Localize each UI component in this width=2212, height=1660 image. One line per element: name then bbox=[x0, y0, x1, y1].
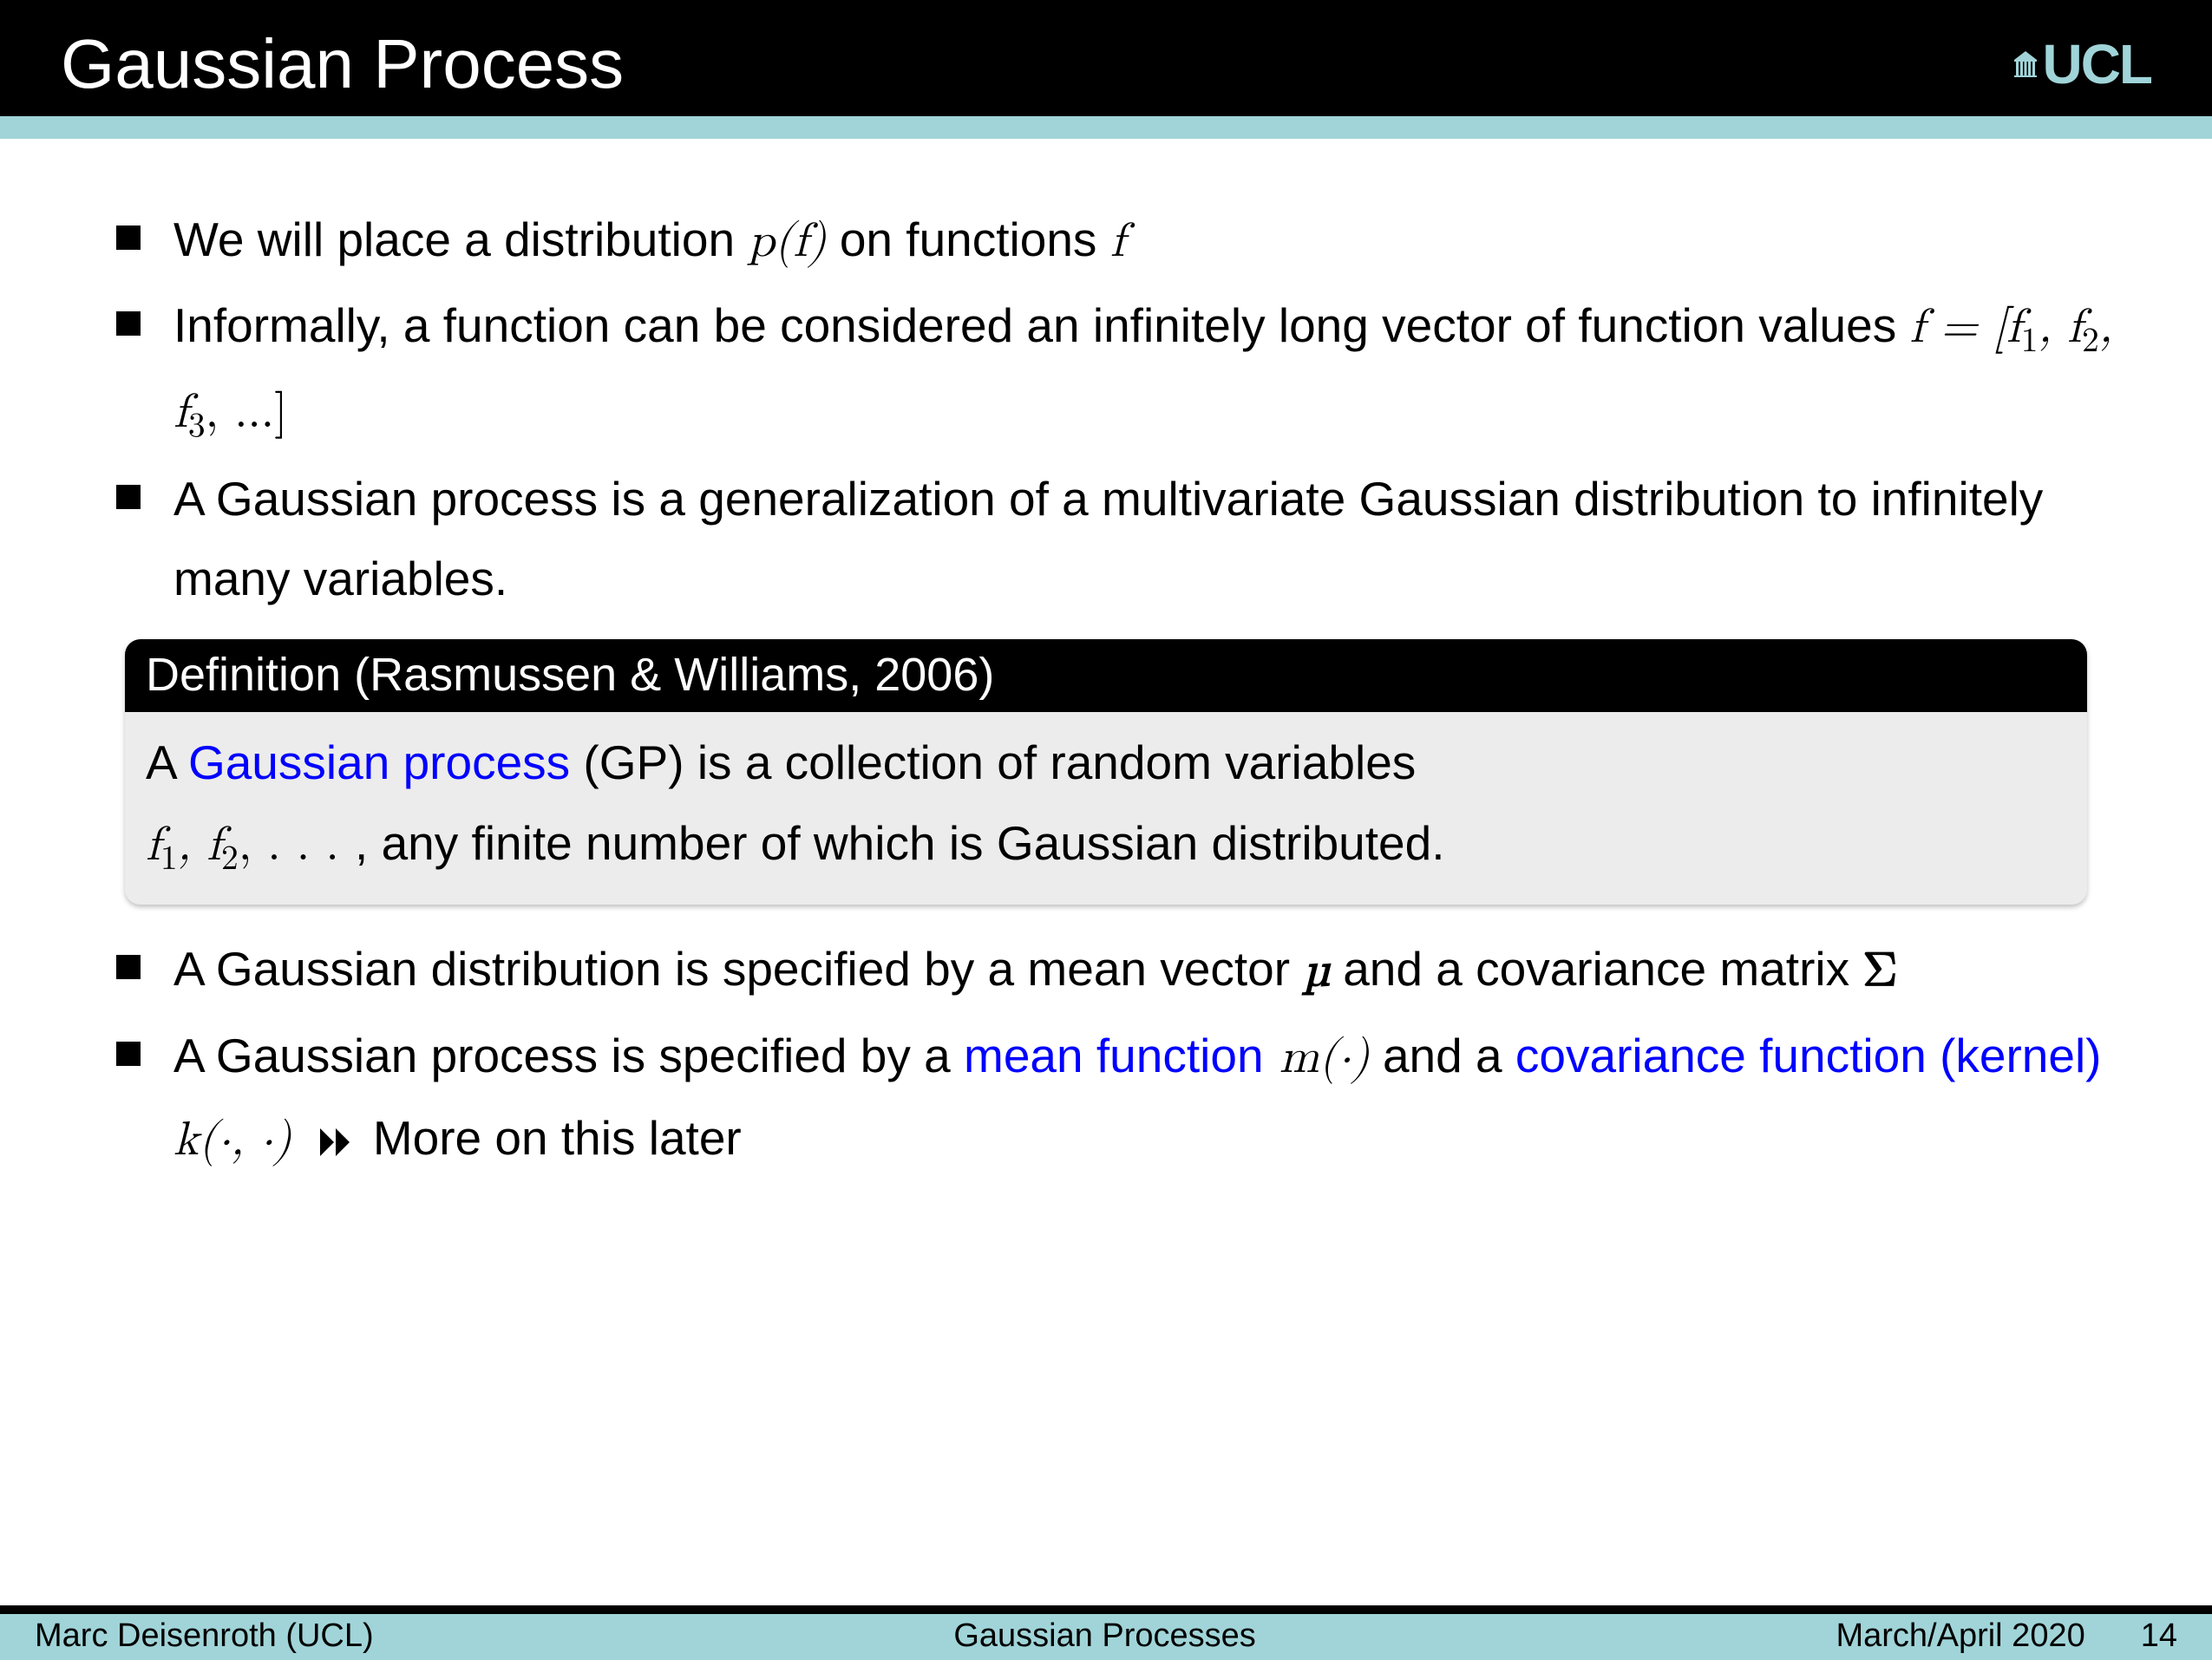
logo-text: UCL bbox=[2042, 32, 2151, 96]
math: p(f) bbox=[748, 218, 826, 265]
list-item: A Gaussian process is specified by a mea… bbox=[173, 1016, 2143, 1181]
footer-right: March/April 2020 14 bbox=[1836, 1618, 2177, 1655]
list-item: Informally, a function can be considered… bbox=[173, 285, 2143, 454]
math: m(·) bbox=[1264, 1034, 1370, 1082]
math-bold: µ bbox=[1303, 947, 1330, 995]
subscript: 1 bbox=[160, 841, 178, 876]
building-icon bbox=[2014, 51, 2037, 77]
subscript: 2 bbox=[221, 841, 239, 876]
definition-header: Definition (Rasmussen & Williams, 2006) bbox=[125, 639, 2087, 712]
text: A bbox=[146, 735, 188, 789]
footer-bar: Marc Deisenroth (UCL) Gaussian Processes… bbox=[0, 1614, 2212, 1660]
math-frag: , f bbox=[2039, 304, 2082, 351]
bullet-list-bottom: A Gaussian distribution is specified by … bbox=[69, 929, 2143, 1180]
text: A Gaussian process is a generalization o… bbox=[173, 472, 2043, 605]
math-frag: f bbox=[146, 821, 160, 869]
math: f bbox=[1110, 218, 1125, 265]
double-arrow-icon bbox=[320, 1100, 355, 1180]
ucl-logo: UCL bbox=[2014, 32, 2151, 96]
footer-author: Marc Deisenroth (UCL) bbox=[35, 1618, 374, 1655]
footer: Marc Deisenroth (UCL) Gaussian Processes… bbox=[0, 1605, 2212, 1660]
text: We will place a distribution bbox=[173, 212, 748, 266]
math: f1, f2, . . . bbox=[146, 821, 355, 869]
text: , any finite number of which is Gaussian… bbox=[355, 816, 1444, 870]
math-frag: , f bbox=[178, 821, 221, 869]
footer-page: 14 bbox=[2141, 1618, 2177, 1655]
text: A Gaussian distribution is specified by … bbox=[173, 942, 1303, 996]
text: and a covariance matrix bbox=[1330, 942, 1862, 996]
footer-center: Gaussian Processes bbox=[953, 1618, 1256, 1655]
text: (GP) is a collection of random variables bbox=[570, 735, 1416, 789]
definition-block: Definition (Rasmussen & Williams, 2006) … bbox=[125, 639, 2087, 905]
header-bar: Gaussian Process UCL bbox=[0, 0, 2212, 116]
slide-content: We will place a distribution p(f) on fun… bbox=[0, 139, 2212, 1181]
list-item: A Gaussian distribution is specified by … bbox=[173, 929, 2143, 1011]
text: on functions bbox=[827, 212, 1110, 266]
subscript: 1 bbox=[2021, 324, 2039, 358]
list-item: A Gaussian process is a generalization o… bbox=[173, 459, 2143, 619]
definition-body: A Gaussian process (GP) is a collection … bbox=[125, 712, 2087, 905]
term-gaussian-process: Gaussian process bbox=[188, 735, 570, 789]
subscript: 3 bbox=[188, 408, 206, 443]
text: More on this later bbox=[373, 1111, 742, 1165]
slide-title: Gaussian Process bbox=[61, 24, 624, 104]
term-covariance-function: covariance function (kernel) bbox=[1515, 1029, 2102, 1082]
text: Informally, a function can be considered… bbox=[173, 298, 1910, 352]
footer-divider bbox=[0, 1605, 2212, 1614]
list-item: We will place a distribution p(f) on fun… bbox=[173, 199, 2143, 282]
math-bold: Σ bbox=[1862, 947, 1897, 995]
bullet-list-top: We will place a distribution p(f) on fun… bbox=[69, 199, 2143, 618]
math-frag: , . . . bbox=[239, 821, 355, 869]
subscript: 2 bbox=[2082, 324, 2099, 358]
math-frag: , ...] bbox=[206, 389, 288, 436]
text: A Gaussian process is specified by a bbox=[173, 1029, 964, 1082]
math-frag: f = [f bbox=[1910, 304, 2021, 351]
footer-date: March/April 2020 bbox=[1836, 1618, 2084, 1655]
term-mean-function: mean function bbox=[964, 1029, 1264, 1082]
math: k(·, ·) bbox=[173, 1116, 291, 1164]
header-underline bbox=[0, 116, 2212, 139]
text: and a bbox=[1370, 1029, 1515, 1082]
